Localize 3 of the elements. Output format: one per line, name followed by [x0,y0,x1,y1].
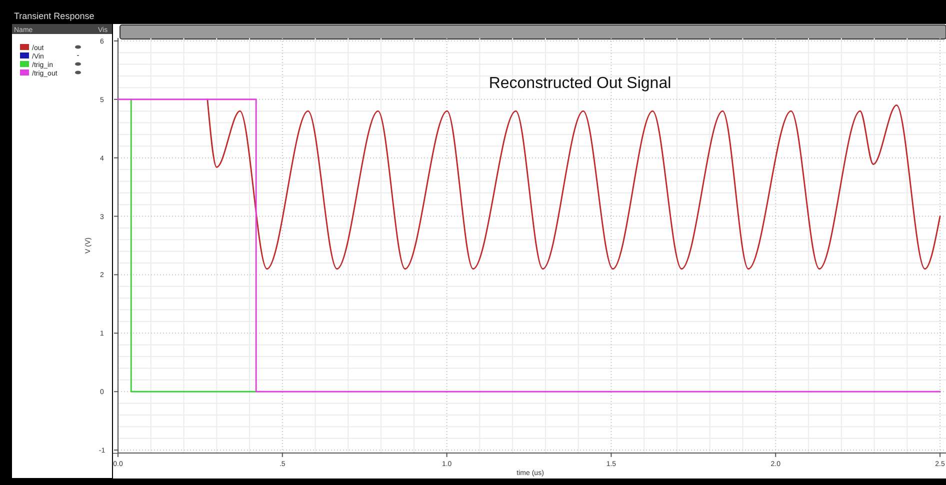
line-series [206,98,941,270]
text: Reconstructed Out Signal [488,75,672,92]
chart-subtitle: Transient Response [14,11,94,21]
